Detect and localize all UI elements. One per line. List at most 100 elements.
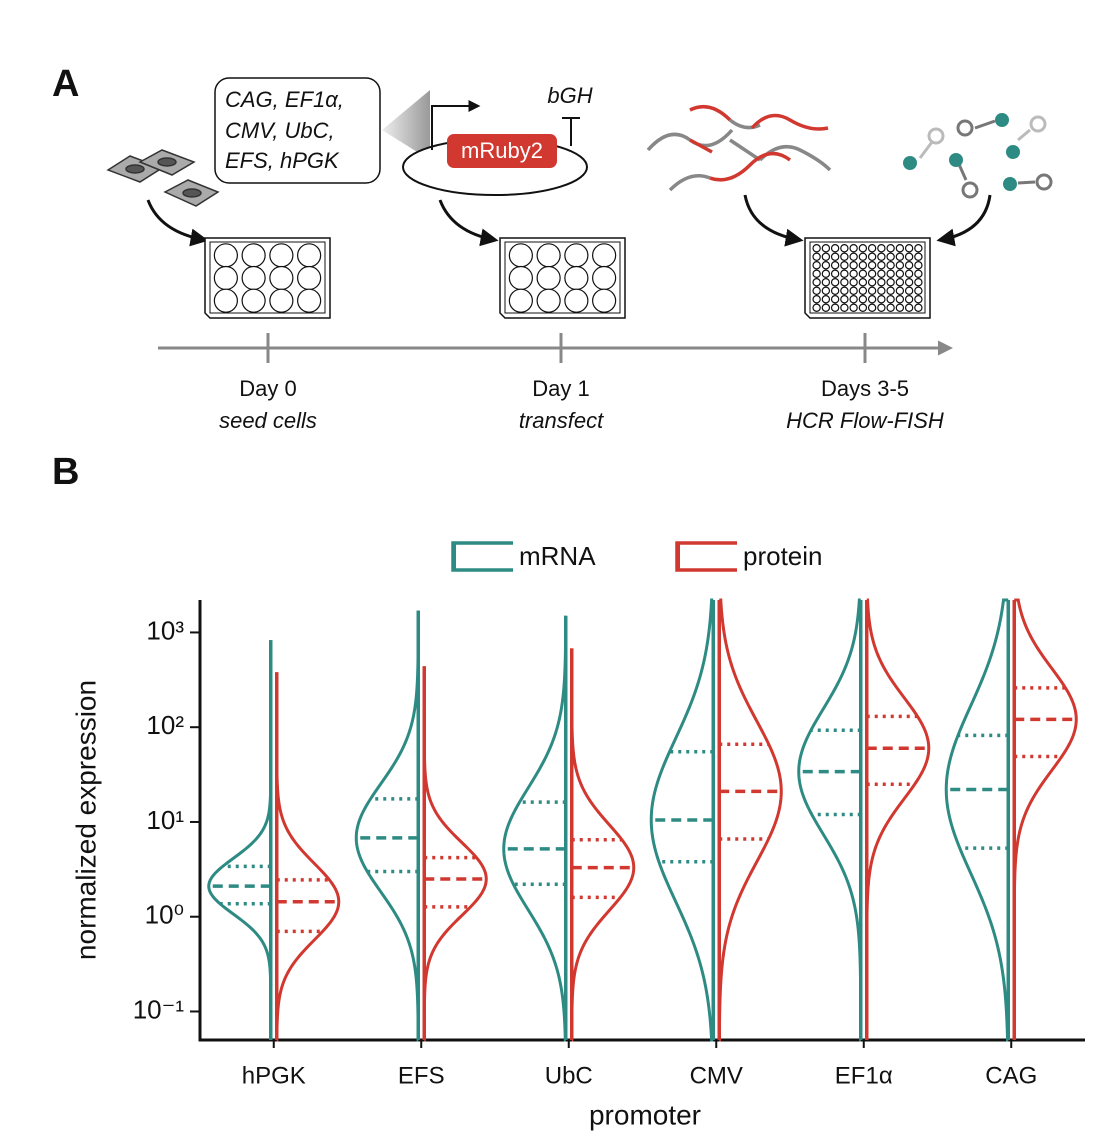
well bbox=[821, 244, 831, 253]
well bbox=[867, 286, 877, 295]
well bbox=[895, 252, 905, 261]
x-tick-label: CAG bbox=[985, 1062, 1037, 1089]
y-tick-label: 10³ bbox=[146, 615, 184, 645]
well bbox=[877, 295, 886, 304]
well bbox=[904, 278, 914, 287]
well bbox=[914, 252, 923, 261]
arrow bbox=[146, 199, 209, 247]
well bbox=[849, 295, 858, 304]
y-tick-label: 10² bbox=[146, 710, 184, 740]
well bbox=[297, 288, 322, 313]
well bbox=[877, 269, 886, 278]
well bbox=[840, 286, 849, 295]
well bbox=[821, 252, 831, 261]
well bbox=[858, 269, 868, 278]
reporter-box bbox=[447, 134, 557, 168]
violin-body bbox=[865, 598, 931, 1040]
well bbox=[904, 261, 914, 270]
well bbox=[877, 303, 886, 312]
plate-inner bbox=[809, 241, 926, 314]
well bbox=[858, 278, 868, 287]
well bbox=[812, 286, 821, 295]
well bbox=[592, 243, 617, 268]
violin-body bbox=[502, 615, 568, 1042]
x-tick-label: hPGK bbox=[242, 1062, 306, 1089]
well bbox=[564, 288, 589, 313]
well bbox=[858, 261, 868, 270]
well bbox=[830, 269, 840, 278]
promoter-list: CMV, UbC, bbox=[225, 118, 335, 143]
well bbox=[858, 244, 868, 253]
well bbox=[821, 286, 831, 295]
well bbox=[213, 243, 238, 268]
well bbox=[812, 244, 821, 253]
well bbox=[564, 243, 589, 268]
well bbox=[914, 269, 923, 278]
well bbox=[830, 244, 840, 253]
well bbox=[840, 303, 849, 312]
well bbox=[840, 295, 849, 304]
well bbox=[886, 303, 895, 312]
legend-label: protein bbox=[743, 541, 823, 571]
well bbox=[914, 303, 923, 312]
day: Days 3-5 bbox=[821, 376, 909, 401]
day: Day 1 bbox=[532, 376, 589, 401]
well bbox=[877, 252, 886, 261]
violin-body bbox=[422, 666, 488, 1042]
well bbox=[904, 269, 914, 278]
well bbox=[536, 243, 561, 268]
promoter-arrow bbox=[431, 100, 481, 150]
well bbox=[592, 265, 617, 291]
terminator-label: bGH bbox=[547, 83, 592, 108]
well bbox=[877, 244, 886, 253]
well bbox=[840, 252, 849, 261]
well bbox=[886, 261, 895, 270]
well bbox=[877, 286, 886, 295]
legend-label: mRNA bbox=[519, 541, 596, 571]
panel-a: A CAG, EF1α, CMV, UbC, EFS, hPGK mRuby2 … bbox=[52, 63, 1053, 433]
well bbox=[895, 261, 905, 270]
well bbox=[830, 303, 840, 312]
well bbox=[904, 286, 914, 295]
well bbox=[904, 303, 914, 312]
well bbox=[914, 278, 923, 287]
well bbox=[821, 269, 831, 278]
well bbox=[213, 265, 238, 291]
well bbox=[830, 286, 840, 295]
well bbox=[592, 288, 617, 313]
well bbox=[867, 269, 877, 278]
well bbox=[867, 244, 877, 253]
x-tick-label: EFS bbox=[398, 1062, 445, 1089]
well bbox=[914, 244, 923, 253]
violin-body bbox=[717, 598, 783, 1042]
y-tick-label: 10⁰ bbox=[145, 900, 184, 930]
well bbox=[213, 288, 238, 313]
y-tick-label: 10⁻¹ bbox=[133, 994, 185, 1024]
wedge bbox=[382, 90, 430, 160]
well bbox=[849, 286, 858, 295]
legend-swatch bbox=[451, 541, 513, 572]
violin-body bbox=[1012, 598, 1078, 1040]
well bbox=[812, 278, 821, 287]
panel-label: A bbox=[52, 63, 79, 105]
well bbox=[840, 269, 849, 278]
well bbox=[895, 286, 905, 295]
well bbox=[867, 261, 877, 270]
arrow bbox=[438, 199, 499, 247]
well bbox=[904, 252, 914, 261]
promoter-box bbox=[214, 77, 381, 184]
promoter-list: CAG, EF1α, bbox=[225, 87, 344, 112]
well bbox=[914, 261, 923, 270]
well bbox=[849, 303, 858, 312]
legend-swatch-inner bbox=[677, 543, 680, 570]
x-tick-label: CMV bbox=[690, 1062, 743, 1089]
step: seed cells bbox=[219, 408, 317, 433]
well bbox=[886, 278, 895, 287]
well bbox=[849, 269, 858, 278]
step: transfect bbox=[519, 408, 604, 433]
cells bbox=[106, 149, 220, 207]
violin-body bbox=[944, 598, 1010, 1042]
plate-inner bbox=[504, 241, 621, 314]
well bbox=[886, 244, 895, 253]
well bbox=[867, 252, 877, 261]
